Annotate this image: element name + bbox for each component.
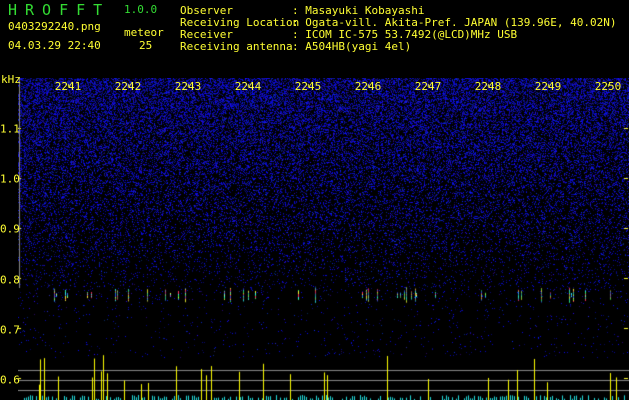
receiver-label: Receiver <box>180 28 233 41</box>
observer-label: Observer <box>180 4 233 17</box>
file-name: 0403292240.png <box>8 20 101 33</box>
x-tick-label: 2250 <box>594 80 622 93</box>
app-version: 1.0.0 <box>124 3 158 16</box>
antenna-value: : A504HB(yagi 4el) <box>292 40 412 53</box>
x-tick-label: 2249 <box>534 80 562 93</box>
receiver-value: : ICOM IC-575 53.7492(@LCD)MHz USB <box>292 28 518 41</box>
meteor-label: meteor <box>124 26 164 39</box>
x-tick-label: 2248 <box>474 80 502 93</box>
observer-value: : Masayuki Kobayashi <box>292 4 425 17</box>
location-label: Receiving Location <box>180 16 300 29</box>
x-tick-label: 2244 <box>234 80 262 93</box>
y-tick-label: 0.9 <box>0 222 20 236</box>
y-tick-label: 1.1 <box>0 122 20 136</box>
y-tick-label: 0.8 <box>0 273 20 287</box>
x-tick-label: 2247 <box>414 80 442 93</box>
x-tick-label: 2242 <box>114 80 142 93</box>
y-tick-label: 1.0 <box>0 172 20 186</box>
spectrogram <box>18 78 629 400</box>
y-unit-label: kHz <box>1 73 21 86</box>
meteor-count: 25 <box>139 39 153 52</box>
app-title: HROFFT <box>8 1 111 19</box>
y-tick-label: 0.7 <box>0 323 20 337</box>
y-tick-label: 0.6 <box>0 373 20 387</box>
location-value: : Ogata-vill. Akita-Pref. JAPAN (139.96E… <box>292 16 617 29</box>
x-tick-label: 2241 <box>54 80 82 93</box>
file-datetime: 04.03.29 22:40 <box>8 39 101 52</box>
x-tick-label: 2243 <box>174 80 202 93</box>
x-tick-label: 2245 <box>294 80 322 93</box>
x-tick-label: 2246 <box>354 80 382 93</box>
antenna-label: Receiving antenna <box>180 40 293 53</box>
